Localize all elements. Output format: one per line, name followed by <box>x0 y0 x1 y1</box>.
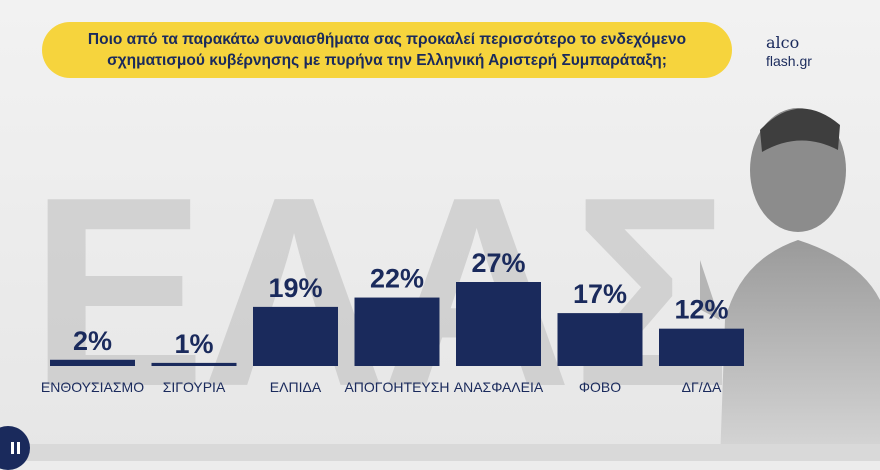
value-label-2: 19% <box>268 273 322 303</box>
category-label-6: ΔΓ/ΔΑ <box>682 379 722 395</box>
bar-1 <box>151 362 237 366</box>
category-label-4: ΑΝΑΣΦΑΛΕΙΑ <box>454 379 544 395</box>
value-label-3: 22% <box>370 264 424 294</box>
bar-3 <box>354 297 440 366</box>
logo-line-1: alco <box>766 33 800 52</box>
category-label-1: ΣΙΓΟΥΡΙΑ <box>163 379 226 395</box>
question-banner: Ποιο από τα παρακάτω συναισθήματα σας πρ… <box>42 22 732 78</box>
bar-6 <box>659 328 744 366</box>
category-label-3: ΑΠΟΓΟΗΤΕΥΣΗ <box>344 379 449 395</box>
bar-0 <box>50 359 135 366</box>
person-photo <box>700 108 880 461</box>
category-label-2: ΕΛΠΙΔΑ <box>270 379 322 395</box>
value-label-5: 17% <box>573 279 627 309</box>
category-label-0: ΕΝΘΟΥΣΙΑΣΜΟ <box>41 379 144 395</box>
alco-flash-logo: alco flash.gr <box>766 34 812 70</box>
bottom-ticker-bar <box>0 444 880 461</box>
logo-line-2: flash.gr <box>766 53 812 69</box>
value-label-6: 12% <box>674 295 728 325</box>
question-line-1: Ποιο από τα παρακάτω συναισθήματα σας πρ… <box>87 31 687 48</box>
bar-5 <box>557 313 643 366</box>
value-label-0: 2% <box>73 326 112 356</box>
value-label-1: 1% <box>174 329 213 359</box>
bar-2 <box>253 306 338 366</box>
value-label-4: 27% <box>471 248 525 278</box>
bar-4 <box>456 282 541 366</box>
question-line-2: σχηματισμού κυβέρνησης με πυρήνα την Ελλ… <box>107 52 667 69</box>
category-label-5: ΦΟΒΟ <box>579 379 621 395</box>
